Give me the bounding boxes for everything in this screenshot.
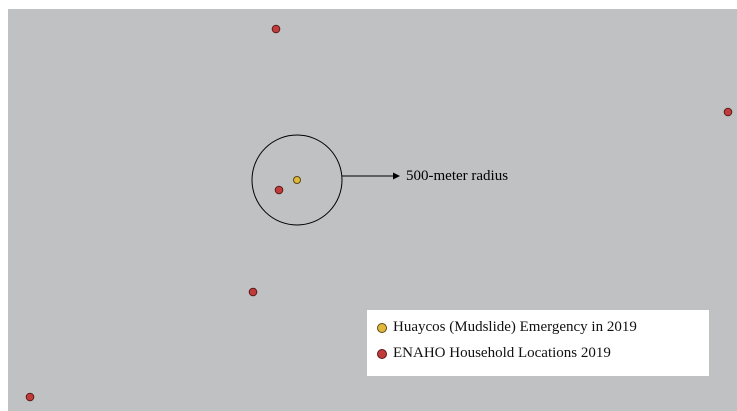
legend: Huaycos (Mudslide) Emergency in 2019 ENA… (367, 310, 709, 376)
household-point[interactable] (248, 287, 258, 297)
legend-label-household: ENAHO Household Locations 2019 (393, 345, 611, 361)
legend-label-emergency: Huaycos (Mudslide) Emergency in 2019 (393, 319, 637, 335)
radius-buffer-ring (251, 134, 343, 226)
radius-arrow-head (393, 172, 400, 180)
household-point[interactable] (25, 392, 35, 402)
legend-item-emergency: Huaycos (Mudslide) Emergency in 2019 (377, 319, 637, 336)
yellow-dot-icon (377, 322, 387, 333)
radius-label: 500-meter radius (406, 168, 509, 184)
red-dot-icon (377, 348, 387, 359)
household-point[interactable] (723, 107, 733, 117)
household-point[interactable] (274, 185, 284, 195)
legend-item-household: ENAHO Household Locations 2019 (377, 345, 611, 362)
household-point[interactable] (271, 24, 281, 34)
emergency-point[interactable] (293, 176, 301, 184)
